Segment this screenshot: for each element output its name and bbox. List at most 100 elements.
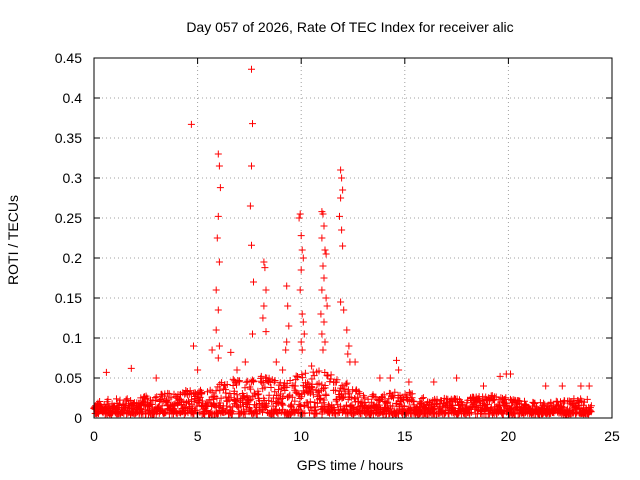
roti-point	[386, 374, 394, 382]
dense-band-mark	[198, 389, 206, 397]
dense-band-mark	[123, 395, 131, 403]
roti-point	[320, 274, 328, 282]
dense-band-mark	[288, 393, 296, 401]
dense-band-mark	[137, 394, 145, 402]
dense-band-mark	[129, 402, 137, 409]
roti-point	[405, 378, 413, 386]
roti-point	[318, 286, 326, 294]
dense-band-mark	[374, 397, 382, 404]
roti-point	[248, 241, 255, 249]
roti-point	[345, 342, 353, 350]
y-tick-label: 0.05	[55, 370, 82, 386]
dense-band-mark	[286, 377, 294, 384]
dense-band-mark	[320, 396, 328, 404]
roti-point	[261, 264, 269, 272]
dense-band-mark	[244, 401, 251, 408]
dense-band-mark	[348, 401, 356, 409]
dense-band-mark	[408, 390, 416, 398]
roti-point	[322, 250, 330, 258]
dense-band-mark	[245, 404, 253, 411]
dense-band-mark	[315, 367, 323, 375]
dense-band-mark	[343, 379, 351, 387]
x-axis-label: GPS time / hours	[297, 457, 404, 473]
roti-point	[339, 242, 347, 250]
roti-point	[190, 342, 197, 350]
dense-band-mark	[587, 407, 595, 415]
dense-band-mark	[333, 376, 341, 384]
dense-band-mark	[467, 408, 475, 416]
roti-point	[300, 330, 308, 338]
dense-band-mark	[332, 397, 340, 405]
roti-point	[214, 306, 222, 314]
dense-band-mark	[279, 401, 287, 409]
dense-band-mark	[271, 405, 279, 413]
y-tick-label: 0.4	[63, 90, 83, 106]
roti-point	[248, 162, 255, 170]
dense-band-mark	[259, 379, 267, 387]
y-tick-label: 0.25	[55, 210, 82, 226]
x-tick-labels: 0 5 10 15 20 25	[90, 428, 620, 444]
roti-point	[338, 174, 346, 182]
roti-point	[393, 356, 400, 364]
dense-band-mark	[331, 386, 339, 394]
dense-band-mark	[327, 371, 335, 379]
roti-point	[212, 326, 220, 334]
roti-point	[453, 374, 461, 382]
dense-band-mark	[409, 398, 417, 406]
dense-band-mark	[158, 402, 166, 410]
y-tick-labels: 0 0.05 0.1 0.15 0.2 0.25 0.3 0.35 0.4 0.45	[55, 50, 82, 426]
dense-band-mark	[376, 401, 384, 409]
dense-band-mark	[298, 371, 306, 379]
roti-point	[298, 310, 306, 318]
x-tick-label: 5	[194, 428, 202, 444]
roti-point	[259, 314, 267, 322]
dense-band-mark	[320, 385, 327, 393]
dense-band-mark	[235, 378, 243, 386]
dense-band-mark	[380, 391, 388, 399]
roti-point	[212, 286, 220, 294]
roti-point	[317, 310, 325, 318]
dense-band-mark	[378, 393, 386, 401]
dense-band-mark	[275, 386, 282, 394]
dense-band-mark	[587, 408, 595, 416]
dense-band-mark	[246, 397, 254, 405]
dense-band-mark	[329, 404, 337, 411]
dense-band-mark	[265, 391, 273, 399]
dense-band-mark	[349, 404, 357, 412]
dense-band-mark	[233, 391, 241, 399]
roti-point	[337, 194, 345, 202]
dense-band-mark	[271, 377, 279, 384]
roti-point	[337, 298, 345, 306]
roti-point	[215, 342, 223, 350]
roti-point	[320, 222, 328, 230]
dense-band-mark	[309, 385, 317, 393]
roti-point	[249, 120, 256, 128]
dense-band-mark	[495, 402, 503, 410]
dense-band-mark	[196, 393, 204, 401]
roti-point	[216, 184, 224, 192]
roti-point	[318, 234, 326, 242]
dense-band-mark	[247, 385, 255, 393]
roti-point	[249, 330, 256, 338]
dense-band-mark	[287, 402, 295, 410]
roti-point	[395, 366, 403, 374]
roti-point	[284, 302, 292, 310]
y-tick-label: 0	[74, 410, 82, 426]
dense-band-mark	[265, 374, 273, 382]
dense-band-mark	[309, 391, 317, 399]
dense-band-mark	[148, 401, 156, 408]
roti-point	[298, 246, 306, 254]
dense-band-mark	[255, 390, 263, 398]
dense-band-mark	[261, 383, 269, 391]
dense-band-mark	[156, 396, 164, 404]
dense-band-mark	[356, 390, 364, 398]
roti-point	[558, 382, 566, 390]
x-tick-label: 15	[397, 428, 413, 444]
roti-point	[127, 364, 135, 372]
dense-band-mark	[299, 374, 307, 382]
roti-point	[272, 358, 280, 366]
y-tick-label: 0.15	[55, 290, 82, 306]
dense-band-mark	[354, 393, 362, 401]
dense-band-mark	[312, 406, 320, 414]
dense-band-mark	[291, 397, 299, 405]
